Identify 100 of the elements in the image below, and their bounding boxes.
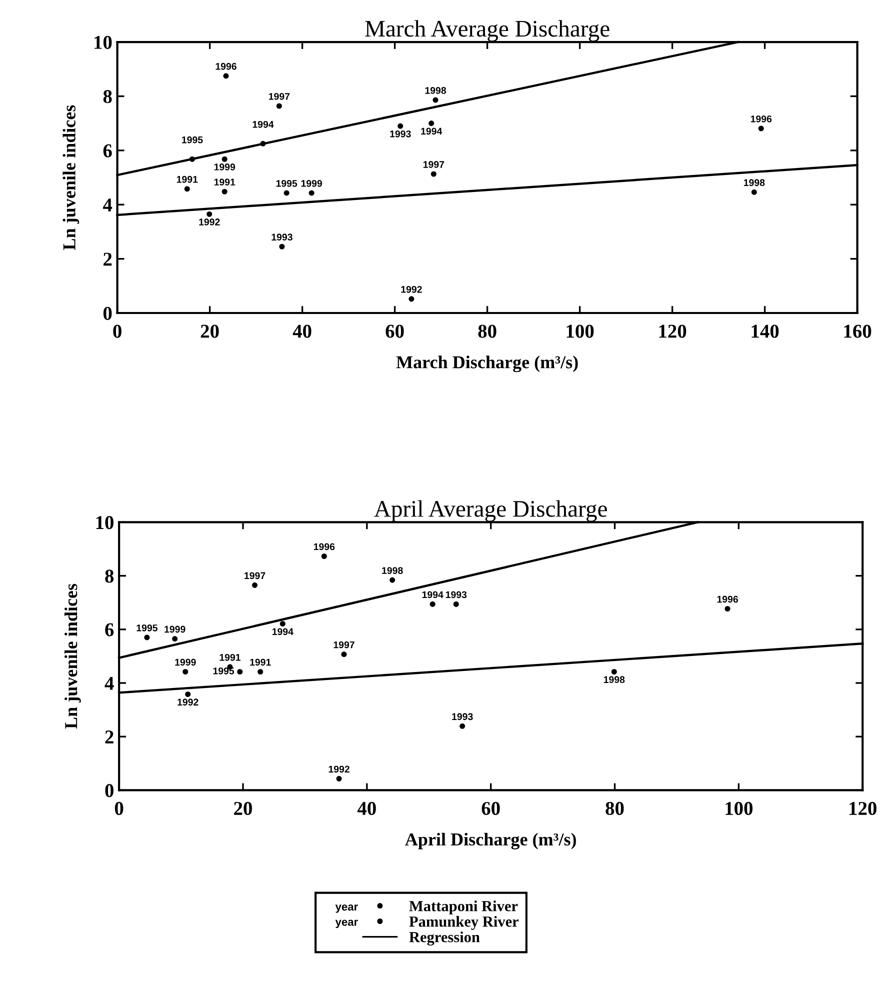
- y-tick-label: 8: [105, 570, 114, 583]
- y-tick-label: 2: [105, 730, 114, 744]
- y-tick-label: 10: [96, 516, 114, 530]
- point: [308, 190, 314, 196]
- legend-label: Regression: [409, 932, 480, 946]
- x-tick-label: 0: [114, 802, 124, 816]
- y-tick-label: 2: [104, 252, 112, 266]
- annotation: 1992: [178, 698, 198, 706]
- annotation: 1993: [272, 234, 292, 241]
- annotation: 1995: [182, 136, 203, 144]
- annotation: 1999: [301, 180, 322, 187]
- point: [252, 582, 258, 588]
- annotation: 1997: [423, 161, 444, 168]
- annotation: 1996: [717, 596, 738, 603]
- annotation: 1998: [744, 179, 765, 186]
- annotation: 1991: [176, 176, 198, 183]
- point: [185, 691, 191, 698]
- annotation: 1997: [268, 93, 290, 100]
- x-tick-label: 120: [659, 324, 686, 338]
- x-tick-label: 120: [850, 802, 876, 816]
- point: [611, 668, 617, 675]
- point: [182, 668, 188, 675]
- point: [758, 126, 764, 132]
- annotation: 1993: [446, 591, 467, 598]
- x-tick-label: 20: [234, 802, 252, 816]
- x-tick-label: 80: [606, 802, 624, 816]
- legend-label: Pamunkey River: [409, 916, 519, 930]
- annotation: 1999: [164, 626, 186, 633]
- y-tick-label: 0: [105, 784, 114, 798]
- point: [751, 189, 757, 195]
- point: [189, 156, 196, 162]
- annotation: 1994: [422, 591, 444, 598]
- y-tick-label: 0: [103, 306, 112, 320]
- annotation: 1996: [314, 543, 335, 550]
- point: [223, 73, 229, 79]
- point: [172, 636, 178, 642]
- x-axis-title: March Discharge (m³/s): [396, 356, 578, 372]
- point: [222, 188, 228, 194]
- point: [260, 140, 266, 146]
- annotation: 1998: [425, 87, 446, 94]
- annotation: 1991: [220, 654, 241, 661]
- point: [144, 634, 150, 640]
- point: [336, 776, 342, 782]
- x-tick-label: 140: [752, 324, 779, 338]
- y-tick-label: 6: [103, 144, 112, 158]
- chart-title: April Average Discharge: [374, 500, 607, 522]
- x-tick-label: 60: [482, 802, 500, 816]
- annotation: 1992: [328, 766, 350, 773]
- x-tick-label: 40: [292, 324, 312, 338]
- annotation: 1998: [604, 676, 625, 684]
- annotation: 1992: [199, 218, 220, 226]
- point: [206, 211, 212, 217]
- annotation: 1994: [252, 120, 274, 128]
- point: [279, 244, 285, 250]
- x-tick-label: 60: [386, 324, 404, 338]
- y-tick-label: 4: [102, 198, 112, 212]
- point: [284, 190, 290, 196]
- y-tick-label: 6: [105, 623, 114, 636]
- annotation: 1997: [244, 572, 266, 580]
- text: year: [335, 920, 358, 928]
- point: [398, 123, 404, 129]
- annotation: 1991: [214, 178, 236, 186]
- annotation: 1998: [382, 567, 403, 574]
- x-tick-label: 80: [478, 324, 496, 338]
- x-tick-label: 100: [566, 324, 594, 338]
- point: [258, 668, 264, 675]
- point: [321, 553, 327, 560]
- text: year: [335, 904, 358, 913]
- point: [408, 296, 414, 302]
- x-tick-label: 160: [844, 324, 872, 338]
- chart-title: March Average Discharge: [365, 20, 610, 42]
- point: [184, 186, 190, 192]
- point: [453, 601, 459, 607]
- annotation: 1999: [214, 164, 236, 170]
- point: [432, 97, 438, 103]
- point: [428, 120, 434, 126]
- y-tick-label: 8: [103, 90, 112, 104]
- y-tick-label: 4: [104, 676, 114, 690]
- point: [430, 171, 436, 177]
- x-axis-title: April Discharge (m³/s): [405, 832, 576, 850]
- point: [390, 577, 396, 583]
- point: [280, 620, 286, 627]
- point: [222, 156, 228, 162]
- annotation: 1995: [136, 624, 158, 632]
- annotation: 1991: [250, 658, 271, 666]
- annotation: 1994: [272, 628, 294, 636]
- y-tick-label: 10: [94, 36, 112, 49]
- annotation: 1996: [750, 116, 772, 122]
- annotation: 1999: [175, 658, 196, 666]
- y-axis-title: Ln juvenile indices: [64, 584, 81, 729]
- point: [430, 601, 436, 607]
- annotation: 1993: [390, 130, 411, 138]
- annotation: 1995: [276, 180, 298, 187]
- annotation: 1994: [421, 128, 442, 135]
- x-tick-label: 100: [726, 802, 753, 816]
- annotation: 1992: [401, 286, 422, 293]
- point: [724, 606, 730, 612]
- annotation: 1993: [452, 713, 473, 720]
- point: [341, 652, 347, 658]
- x-tick-label: 40: [357, 802, 376, 816]
